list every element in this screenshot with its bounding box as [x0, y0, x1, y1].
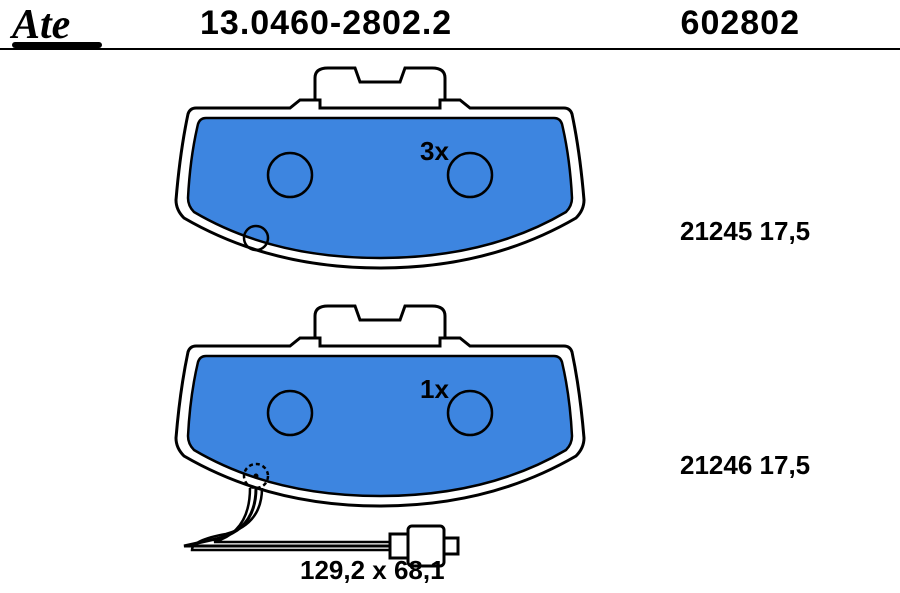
side-label-bottom: 21246 17,5 — [680, 450, 810, 481]
spring-clip-icon — [315, 306, 445, 338]
brake-pad-bottom: 1x — [160, 298, 600, 578]
brand-logo: Ate — [12, 4, 70, 46]
part-number: 13.0460-2802.2 — [200, 4, 452, 43]
spring-clip-icon — [315, 68, 445, 100]
friction-material — [188, 356, 572, 496]
friction-material — [188, 118, 572, 258]
brake-pad-top: 3x — [160, 60, 600, 290]
sensor-hole-center — [254, 474, 259, 479]
qty-label-bottom: 1x — [420, 374, 449, 404]
side-label-top: 21245 17,5 — [680, 216, 810, 247]
diagram-area: 3x 1x 21245 17,5 212 — [0, 50, 900, 593]
qty-label-top: 3x — [420, 136, 449, 166]
header-bar: Ate 13.0460-2802.2 602802 — [0, 0, 900, 50]
secondary-number: 602802 — [681, 4, 800, 43]
dimension-label: 129,2 x 68,1 — [300, 555, 445, 586]
